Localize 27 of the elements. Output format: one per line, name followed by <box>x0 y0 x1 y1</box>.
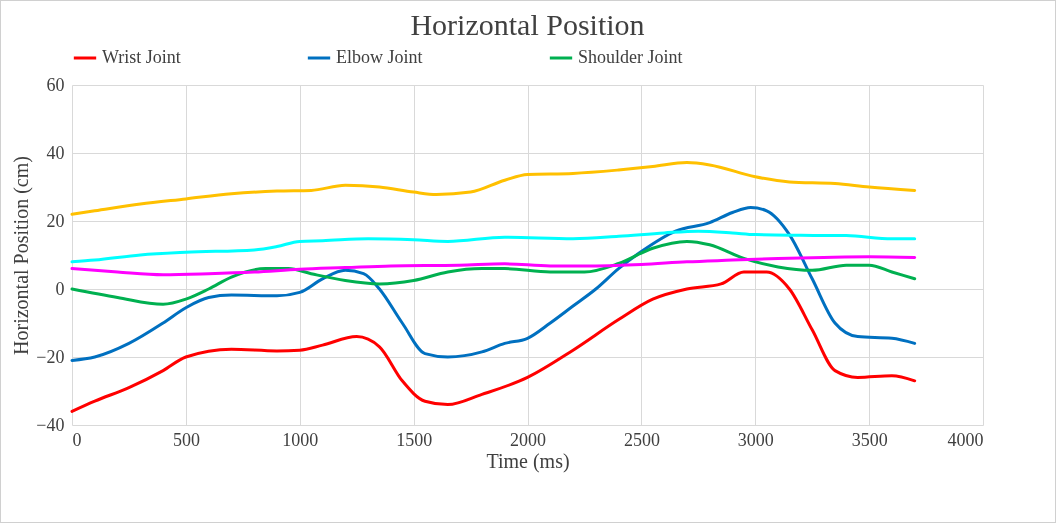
line-series <box>70 161 917 216</box>
y-tick-label: −20 <box>36 346 65 367</box>
x-tick-label: 3500 <box>851 429 888 450</box>
line-series <box>70 239 917 306</box>
line-series <box>70 205 917 362</box>
legend-label: Wrist Joint <box>102 47 181 67</box>
x-tick-label: 500 <box>172 429 200 450</box>
x-tick-label: 4000 <box>947 429 984 450</box>
line-series <box>70 255 917 277</box>
y-tick-label: 60 <box>46 74 65 95</box>
chart-title: Horizontal Position <box>410 8 645 41</box>
legend-label: Elbow Joint <box>336 47 423 67</box>
x-tick-label: 2500 <box>623 429 660 450</box>
x-tick-label: 1500 <box>396 429 433 450</box>
y-axis-title: Horizontal Position (cm) <box>10 156 34 355</box>
x-axis-title: Time (ms) <box>486 449 570 473</box>
x-tick-label: 0 <box>72 429 82 450</box>
line-series <box>70 270 917 413</box>
y-tick-label: −40 <box>36 414 65 435</box>
x-tick-label: 3000 <box>737 429 774 450</box>
legend-label: Shoulder Joint <box>578 47 683 67</box>
x-tick-label: 2000 <box>510 429 546 450</box>
x-tick-label: 1000 <box>282 429 319 450</box>
y-tick-label: 20 <box>46 210 65 231</box>
y-tick-label: 40 <box>46 142 65 163</box>
line-series <box>70 229 917 264</box>
y-tick-label: 0 <box>55 278 65 299</box>
